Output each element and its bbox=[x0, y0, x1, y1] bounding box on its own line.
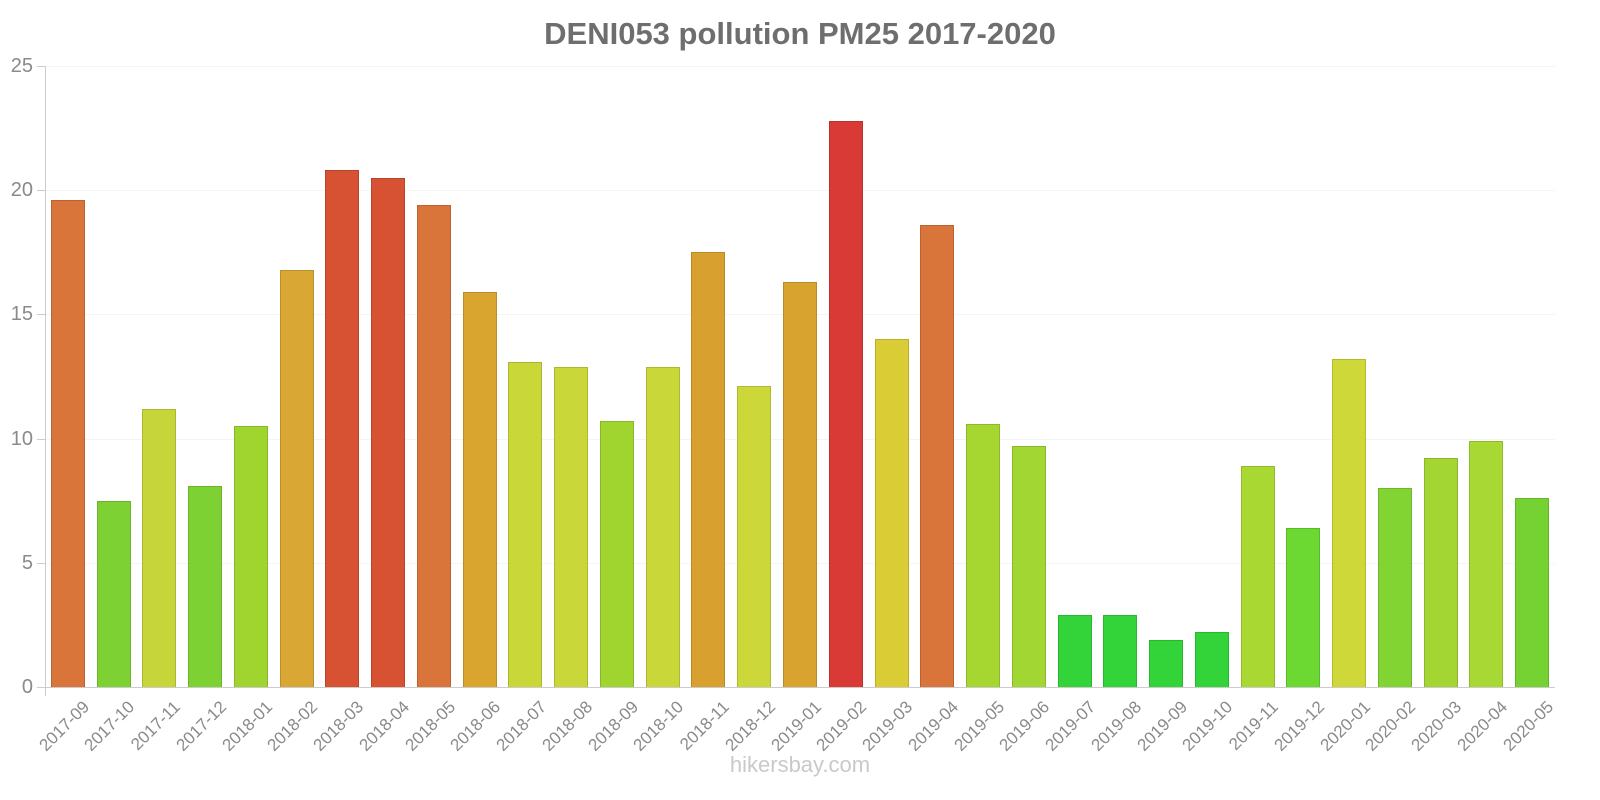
x-axis-label-2019-08: 2019-08 bbox=[1087, 697, 1146, 755]
x-axis-label-2020-02: 2020-02 bbox=[1362, 697, 1420, 755]
x-axis-label-2019-03: 2019-03 bbox=[858, 697, 917, 755]
bar-2018-10 bbox=[645, 366, 680, 687]
bar-2020-01 bbox=[1332, 359, 1367, 687]
bar-2019-06 bbox=[1011, 446, 1046, 687]
x-axis-label-2018-04: 2018-04 bbox=[355, 697, 413, 755]
bar-2017-12 bbox=[188, 485, 223, 687]
bar-2019-01 bbox=[783, 282, 817, 687]
bar-2019-09 bbox=[1149, 639, 1184, 687]
gridline-20 bbox=[45, 190, 1555, 192]
y-axis-tick-10 bbox=[37, 438, 45, 440]
bar-2017-11 bbox=[142, 408, 177, 687]
bar-2018-03 bbox=[325, 170, 360, 687]
x-axis-label-2018-06: 2018-06 bbox=[446, 697, 505, 755]
x-axis-label-2017-09: 2017-09 bbox=[35, 697, 93, 755]
bar-2019-10 bbox=[1194, 632, 1229, 687]
x-axis-label-2020-03: 2020-03 bbox=[1407, 697, 1466, 755]
x-axis-label-2018-07: 2018-07 bbox=[492, 697, 551, 755]
x-axis-label-2019-01: 2019-01 bbox=[767, 697, 825, 755]
x-axis-label-2018-03: 2018-03 bbox=[309, 697, 368, 755]
x-axis-label-2019-04: 2019-04 bbox=[904, 697, 963, 755]
bar-2019-08 bbox=[1103, 614, 1138, 687]
bar-2018-05 bbox=[416, 205, 451, 687]
bar-2018-08 bbox=[554, 366, 589, 687]
x-axis-label-2018-12: 2018-12 bbox=[721, 697, 779, 755]
bar-2020-02 bbox=[1377, 488, 1412, 687]
x-axis-label-2019-05: 2019-05 bbox=[950, 697, 1008, 755]
bar-2018-02 bbox=[279, 269, 314, 687]
x-axis-label-2018-09: 2018-09 bbox=[584, 697, 642, 755]
bar-2019-12 bbox=[1286, 528, 1321, 687]
bar-2020-04 bbox=[1469, 441, 1504, 687]
x-axis-label-2019-06: 2019-06 bbox=[995, 697, 1054, 755]
y-axis-tick-20 bbox=[37, 190, 45, 192]
chart-title: DENI053 pollution PM25 2017-2020 bbox=[544, 16, 1056, 51]
y-axis-tick-label-5: 5 bbox=[21, 551, 33, 574]
footer-watermark: hikersbay.com bbox=[729, 752, 871, 777]
x-axis-label-2017-12: 2017-12 bbox=[172, 697, 230, 755]
y-axis-tick-label-0: 0 bbox=[21, 676, 33, 698]
x-axis-label-2018-10: 2018-10 bbox=[629, 697, 688, 755]
bar-2019-11 bbox=[1240, 465, 1275, 687]
bar-2018-11 bbox=[691, 252, 726, 687]
bar-2018-04 bbox=[371, 177, 406, 687]
x-axis-label-2018-01: 2018-01 bbox=[218, 697, 276, 755]
bar-2019-07 bbox=[1057, 614, 1092, 687]
bar-2019-02 bbox=[828, 120, 863, 687]
x-axis-label-2019-12: 2019-12 bbox=[1270, 697, 1329, 755]
bar-2020-05 bbox=[1515, 498, 1550, 687]
y-axis-tick-5 bbox=[37, 562, 45, 564]
y-axis-tick-25 bbox=[37, 66, 45, 67]
x-axis-label-2019-02: 2019-02 bbox=[812, 697, 871, 755]
bar-2020-03 bbox=[1423, 458, 1458, 687]
gridline-25 bbox=[45, 66, 1555, 67]
y-axis-line bbox=[45, 66, 46, 696]
bar-2018-01 bbox=[233, 426, 268, 687]
x-axis-label-2018-02: 2018-02 bbox=[263, 697, 322, 755]
bar-2017-10 bbox=[96, 500, 131, 687]
bar-2018-07 bbox=[508, 361, 543, 687]
bar-2017-09 bbox=[50, 200, 85, 687]
x-axis-label-2017-10: 2017-10 bbox=[80, 697, 139, 755]
x-axis-label-2020-01: 2020-01 bbox=[1316, 697, 1374, 755]
x-axis-label-2018-05: 2018-05 bbox=[401, 697, 459, 755]
x-axis-label-2019-07: 2019-07 bbox=[1041, 697, 1100, 755]
x-axis-label-2018-08: 2018-08 bbox=[538, 697, 596, 755]
bar-2018-09 bbox=[599, 421, 634, 687]
bar-2019-05 bbox=[966, 423, 1001, 687]
y-axis-tick-15 bbox=[37, 314, 45, 316]
x-axis-label-2020-05: 2020-05 bbox=[1499, 697, 1557, 755]
y-axis-tick-label-15: 15 bbox=[10, 303, 33, 326]
bar-2019-04 bbox=[920, 224, 955, 687]
bar-2018-06 bbox=[462, 292, 497, 687]
x-axis-label-2019-10: 2019-10 bbox=[1179, 697, 1237, 755]
bar-2018-12 bbox=[737, 386, 772, 687]
y-axis-tick-label-10: 10 bbox=[10, 427, 33, 450]
x-axis-line bbox=[37, 687, 1555, 688]
x-axis-label-2020-04: 2020-04 bbox=[1453, 697, 1512, 755]
y-axis-tick-label-25: 25 bbox=[10, 55, 33, 77]
y-axis-tick-label-20: 20 bbox=[10, 179, 33, 202]
bar-2019-03 bbox=[874, 339, 909, 687]
x-axis-label-2019-09: 2019-09 bbox=[1133, 697, 1191, 755]
